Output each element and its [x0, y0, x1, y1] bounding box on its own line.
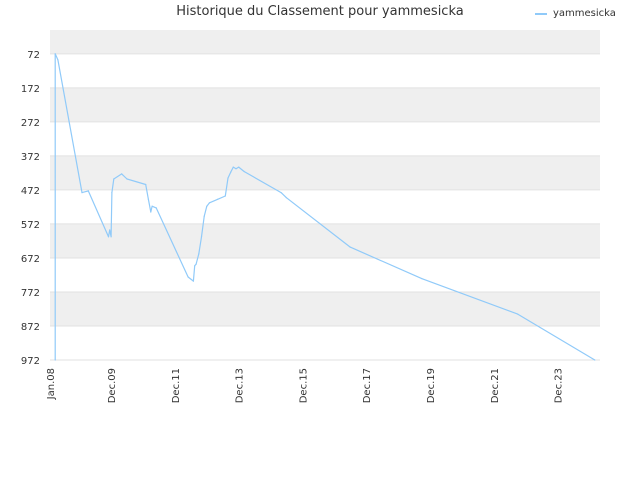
data-point [54, 359, 56, 361]
data-point [110, 236, 112, 238]
data-point [421, 278, 423, 280]
data-point [147, 198, 149, 200]
data-point [517, 313, 519, 315]
x-tick-label: Dec.11 [171, 368, 182, 403]
background-band [50, 155, 600, 190]
data-point [111, 192, 113, 194]
data-point [126, 178, 128, 180]
data-point [238, 166, 240, 168]
data-point [113, 178, 115, 180]
legend[interactable]: yammesicka [535, 8, 616, 19]
data-point [121, 173, 123, 175]
data-point [232, 166, 234, 168]
x-tick-label: Dec.21 [490, 368, 501, 403]
data-point [235, 168, 237, 170]
background-band [50, 121, 600, 156]
data-point [187, 276, 189, 278]
data-point [594, 359, 596, 361]
background-band [50, 30, 600, 54]
data-point [224, 195, 226, 197]
y-axis: 72 172 272 372 472 572 672 772 872 972 [21, 50, 40, 367]
data-point [200, 236, 203, 238]
data-point [216, 198, 218, 200]
series-line[interactable] [54, 53, 596, 361]
data-point [151, 205, 153, 207]
y-tick-label: 872 [21, 322, 40, 333]
x-tick-label: Dec.19 [426, 368, 437, 403]
y-tick-label: 272 [21, 118, 40, 129]
background-band [50, 325, 600, 360]
x-tick-label: Jan.08 [46, 368, 57, 400]
data-point [227, 177, 229, 179]
data-point [280, 192, 282, 194]
background-band [50, 291, 600, 326]
data-point [243, 170, 245, 173]
data-point [285, 197, 287, 199]
x-tick-label: Dec.13 [235, 368, 246, 403]
gridlines [50, 53, 600, 361]
background-band [50, 223, 600, 258]
data-point [208, 202, 211, 204]
y-tick-label: 972 [21, 356, 40, 367]
background-band [50, 189, 600, 224]
x-tick-label: Dec.23 [553, 368, 564, 403]
data-point [192, 280, 194, 282]
data-point [155, 207, 157, 209]
data-point [203, 215, 205, 217]
y-tick-label: 772 [21, 288, 40, 299]
y-tick-label: 372 [21, 152, 40, 163]
x-tick-label: Dec.15 [298, 368, 309, 403]
y-tick-label: 472 [21, 186, 40, 197]
data-point [150, 211, 152, 213]
x-tick-label: Dec.17 [362, 368, 373, 403]
data-point [109, 229, 111, 231]
y-tick-label: 572 [21, 220, 40, 231]
data-point [206, 205, 208, 207]
background-band [50, 87, 600, 122]
y-tick-label: 72 [27, 50, 40, 61]
series-layer [54, 53, 596, 361]
background-band [50, 257, 600, 292]
data-point [198, 253, 200, 255]
data-point [145, 183, 147, 186]
data-point [107, 236, 110, 238]
chart-title: Historique du Classement pour yammesicka [176, 4, 464, 19]
y-tick-label: 672 [21, 254, 40, 265]
x-tick-label: Dec.09 [107, 368, 118, 403]
data-point [81, 192, 83, 194]
x-axis: Jan.08 Dec.09 Dec.11 Dec.13 Dec.15 Dec.17 Dec.… [46, 368, 564, 403]
data-point [194, 265, 196, 267]
background-band [50, 53, 600, 88]
data-point [195, 263, 197, 265]
data-point [349, 246, 351, 248]
data-point [57, 59, 59, 61]
data-point [87, 190, 89, 192]
legend-label: yammesicka [553, 8, 616, 19]
data-point [54, 53, 56, 55]
y-tick-label: 172 [21, 84, 40, 95]
legend-swatch [535, 12, 547, 15]
data-point [230, 171, 232, 173]
background-bands [50, 30, 600, 360]
